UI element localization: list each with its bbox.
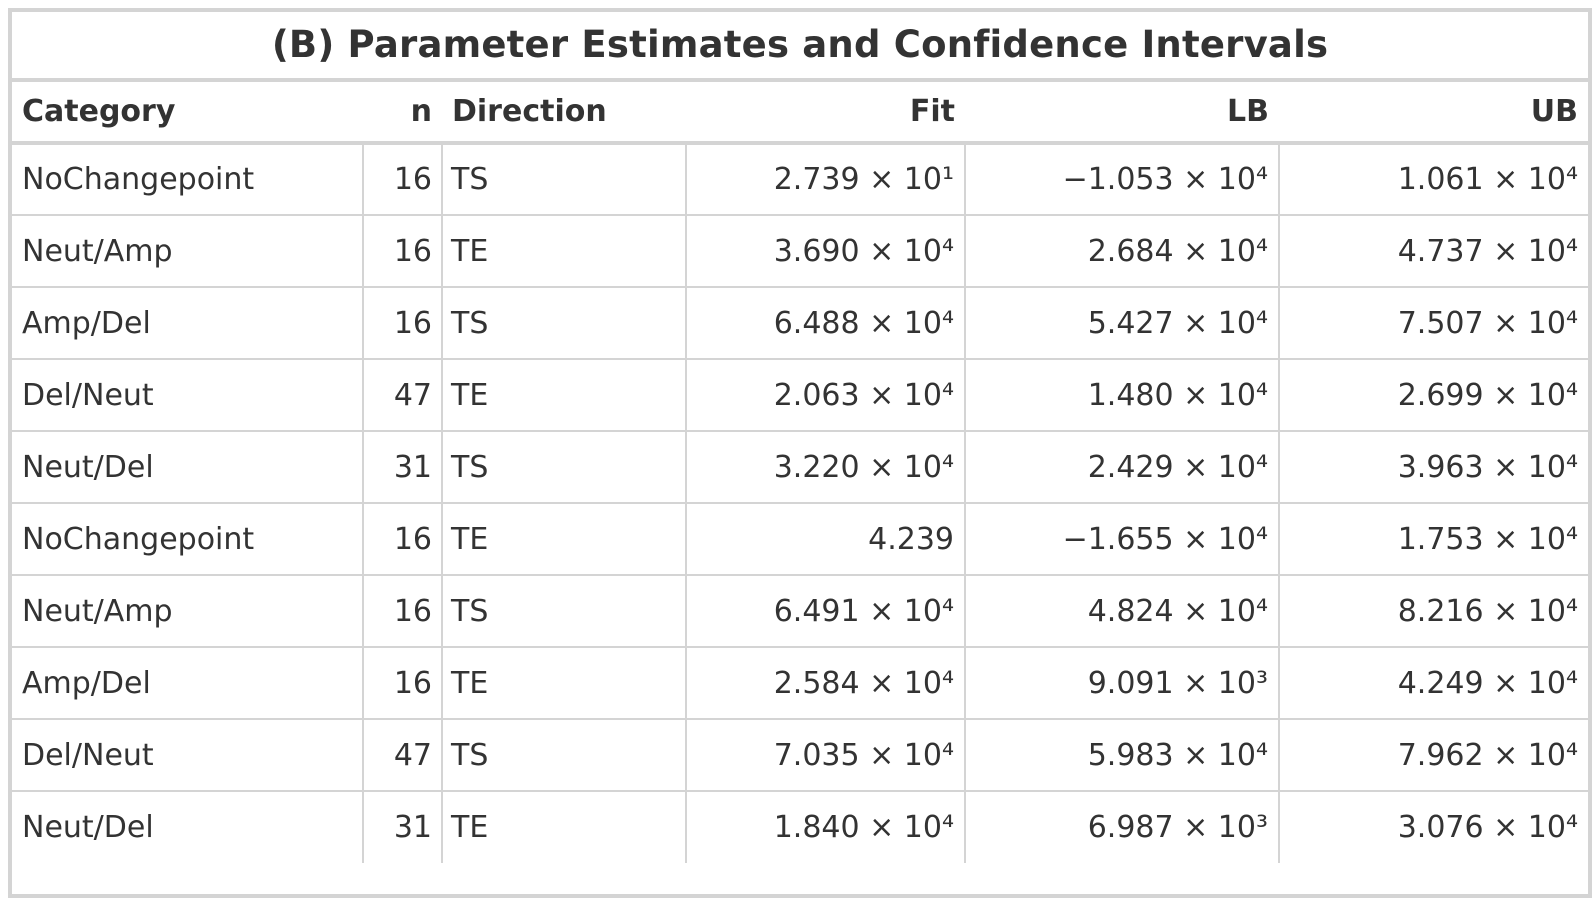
- header-ub: UB: [1279, 82, 1588, 145]
- cell-category: Neut/Amp: [12, 215, 364, 288]
- cell-ub: 2.699 × 10⁴: [1279, 359, 1588, 432]
- cell-category: Del/Neut: [12, 359, 364, 432]
- cell-fit: 3.220 × 10⁴: [686, 431, 966, 504]
- header-n: n: [363, 82, 442, 145]
- cell-n: 31: [363, 431, 443, 504]
- cell-ub: 7.962 × 10⁴: [1279, 719, 1588, 792]
- cell-fit: 7.035 × 10⁴: [686, 719, 966, 792]
- cell-ub: 1.061 × 10⁴: [1279, 143, 1588, 216]
- cell-n: 47: [363, 719, 443, 792]
- cell-direction: TE: [442, 791, 687, 863]
- cell-direction: TE: [442, 215, 687, 288]
- cell-ub: 4.249 × 10⁴: [1279, 647, 1588, 720]
- cell-lb: 5.427 × 10⁴: [965, 287, 1280, 360]
- cell-n: 16: [363, 647, 443, 720]
- table-row: NoChangepoint 16 TE 4.239 −1.655 × 10⁴ 1…: [12, 503, 1588, 576]
- cell-fit: 1.840 × 10⁴: [686, 791, 966, 863]
- cell-n: 47: [363, 359, 443, 432]
- table-row: NoChangepoint 16 TS 2.739 × 10¹ −1.053 ×…: [12, 143, 1588, 216]
- header-lb: LB: [965, 82, 1279, 145]
- cell-n: 16: [363, 503, 443, 576]
- cell-ub: 3.963 × 10⁴: [1279, 431, 1588, 504]
- header-row: Category n Direction Fit LB UB: [12, 82, 1588, 145]
- cell-ub: 8.216 × 10⁴: [1279, 575, 1588, 648]
- cell-fit: 4.239: [686, 503, 966, 576]
- cell-category: NoChangepoint: [12, 503, 364, 576]
- header-category: Category: [12, 82, 363, 145]
- cell-direction: TE: [442, 647, 687, 720]
- cell-lb: 4.824 × 10⁴: [965, 575, 1280, 648]
- table-row: Del/Neut 47 TS 7.035 × 10⁴ 5.983 × 10⁴ 7…: [12, 719, 1588, 792]
- table-row: Neut/Amp 16 TS 6.491 × 10⁴ 4.824 × 10⁴ 8…: [12, 575, 1588, 648]
- cell-n: 31: [363, 791, 443, 863]
- cell-direction: TS: [442, 143, 687, 216]
- cell-fit: 3.690 × 10⁴: [686, 215, 966, 288]
- cell-category: Neut/Amp: [12, 575, 364, 648]
- cell-direction: TS: [442, 575, 687, 648]
- cell-lb: 2.684 × 10⁴: [965, 215, 1280, 288]
- cell-category: Amp/Del: [12, 647, 364, 720]
- cell-n: 16: [363, 215, 443, 288]
- table-row: Neut/Amp 16 TE 3.690 × 10⁴ 2.684 × 10⁴ 4…: [12, 215, 1588, 288]
- cell-direction: TE: [442, 359, 687, 432]
- cell-lb: −1.655 × 10⁴: [965, 503, 1280, 576]
- cell-n: 16: [363, 575, 443, 648]
- cell-fit: 2.739 × 10¹: [686, 143, 966, 216]
- cell-fit: 6.491 × 10⁴: [686, 575, 966, 648]
- cell-ub: 7.507 × 10⁴: [1279, 287, 1588, 360]
- cell-lb: 1.480 × 10⁴: [965, 359, 1280, 432]
- cell-lb: 9.091 × 10³: [965, 647, 1280, 720]
- table-panel: (B) Parameter Estimates and Confidence I…: [8, 8, 1592, 898]
- cell-category: Del/Neut: [12, 719, 364, 792]
- cell-ub: 4.737 × 10⁴: [1279, 215, 1588, 288]
- header-fit: Fit: [686, 82, 965, 145]
- estimates-table: Category n Direction Fit LB UB NoChangep…: [12, 82, 1588, 863]
- cell-n: 16: [363, 143, 443, 216]
- cell-direction: TE: [442, 503, 687, 576]
- cell-fit: 6.488 × 10⁴: [686, 287, 966, 360]
- cell-lb: 2.429 × 10⁴: [965, 431, 1280, 504]
- header-direction: Direction: [442, 82, 686, 145]
- cell-ub: 3.076 × 10⁴: [1397, 810, 1578, 845]
- cell-n: 16: [363, 287, 443, 360]
- table-row: Del/Neut 47 TE 2.063 × 10⁴ 1.480 × 10⁴ 2…: [12, 359, 1588, 432]
- table-row: Amp/Del 16 TE 2.584 × 10⁴ 9.091 × 10³ 4.…: [12, 647, 1588, 720]
- cell-direction: TS: [442, 719, 687, 792]
- table-row: Neut/Del 31 TE 1.840 × 10⁴ 6.987 × 10³ 3…: [12, 791, 1588, 863]
- cell-category: NoChangepoint: [12, 143, 364, 216]
- cell-direction: TS: [442, 431, 687, 504]
- cell-fit: 2.584 × 10⁴: [686, 647, 966, 720]
- cell-category: Amp/Del: [12, 287, 364, 360]
- table-row: Neut/Del 31 TS 3.220 × 10⁴ 2.429 × 10⁴ 3…: [12, 431, 1588, 504]
- cell-fit: 2.063 × 10⁴: [686, 359, 966, 432]
- cell-category: Neut/Del: [12, 431, 364, 504]
- cell-lb: 6.987 × 10³: [965, 791, 1280, 863]
- cell-lb: 5.983 × 10⁴: [965, 719, 1280, 792]
- table-title: (B) Parameter Estimates and Confidence I…: [12, 12, 1588, 82]
- cell-direction: TS: [442, 287, 687, 360]
- cell-ub: 1.753 × 10⁴: [1279, 503, 1588, 576]
- cell-lb: −1.053 × 10⁴: [965, 143, 1280, 216]
- cell-category: Neut/Del: [12, 791, 364, 863]
- table-row: Amp/Del 16 TS 6.488 × 10⁴ 5.427 × 10⁴ 7.…: [12, 287, 1588, 360]
